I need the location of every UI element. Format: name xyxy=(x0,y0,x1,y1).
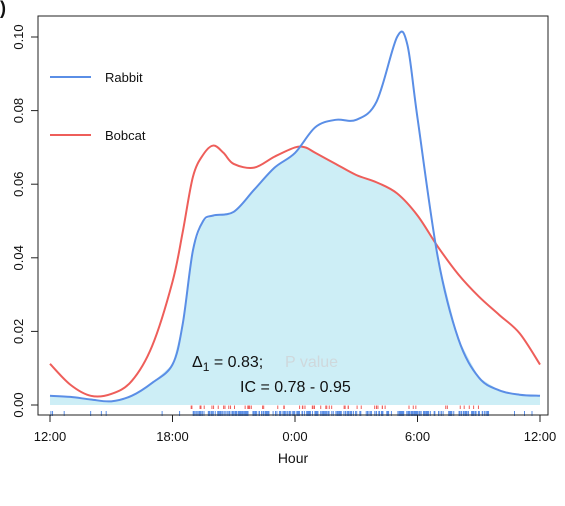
delta-symbol: Δ xyxy=(192,354,203,371)
x-tick-label: 18:00 xyxy=(156,429,189,444)
delta-subscript: 1 xyxy=(203,360,210,374)
x-tick-label: 6:00 xyxy=(405,429,430,444)
annotations: Δ1 = 0.83; P value IC = 0.78 - 0.95 xyxy=(192,354,351,396)
y-tick-label: 0.02 xyxy=(11,319,26,344)
density-lines-layer xyxy=(49,30,541,403)
density-line-rabbit xyxy=(49,30,541,403)
y-tick-label: 0.04 xyxy=(11,245,26,270)
y-tick-label: 0.00 xyxy=(11,392,26,417)
plot-frame xyxy=(37,15,549,416)
faint-p-value-text: P value xyxy=(285,354,338,371)
panel-label: ) xyxy=(0,0,6,18)
x-axis-title: Hour xyxy=(278,450,309,466)
overlap-coefficient-value: = 0.83; xyxy=(209,354,263,371)
legend: Rabbit Bobcat xyxy=(50,70,146,143)
y-tick-label: 0.06 xyxy=(11,172,26,197)
y-tick-label: 0.10 xyxy=(11,24,26,49)
legend-label-rabbit: Rabbit xyxy=(105,70,143,85)
x-tick-label: 12:00 xyxy=(524,429,557,444)
rug-layer xyxy=(50,405,533,416)
legend-label-bobcat: Bobcat xyxy=(105,128,146,143)
y-tick-label: 0.08 xyxy=(11,98,26,123)
x-tick-label: 0:00 xyxy=(282,429,307,444)
density-line-bobcat xyxy=(49,144,541,398)
y-axis: 0.00 0.02 0.04 0.06 0.08 0.10 xyxy=(11,24,38,418)
overlap-coefficient-label: Δ1 = 0.83; xyxy=(192,354,263,374)
confidence-interval-label: IC = 0.78 - 0.95 xyxy=(240,379,351,396)
x-tick-label: 12:00 xyxy=(34,429,67,444)
overlap-area-layer xyxy=(50,147,540,405)
panel-label-group: ) xyxy=(0,0,6,18)
x-axis: 12:00 18:00 0:00 6:00 12:00 xyxy=(34,415,557,444)
overlap-area xyxy=(50,147,540,405)
